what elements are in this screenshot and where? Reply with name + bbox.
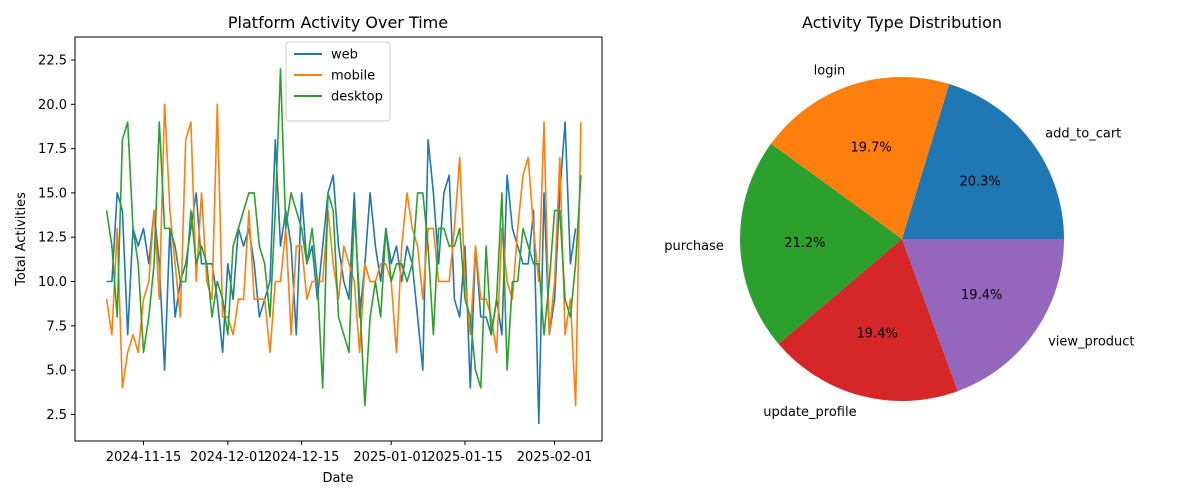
x-tick-label: 2024-12-15 (264, 450, 340, 465)
legend-label-mobile: mobile (331, 69, 375, 84)
legend-label-desktop: desktop (331, 90, 383, 105)
y-tick-label: 7.5 (46, 319, 67, 334)
pie-category-label: add_to_cart (1045, 126, 1121, 141)
pie-category-label: update_profile (763, 405, 856, 420)
y-tick-label: 5.0 (46, 364, 67, 379)
y-tick-label: 10.0 (38, 275, 67, 290)
line-chart-plot-area (105, 68, 582, 425)
pie-chart: Activity Type Distribution 20.3% add_to_c… (664, 13, 1134, 420)
legend-box (285, 41, 391, 122)
legend: web mobile desktop (285, 41, 391, 122)
y-tick-label: 15.0 (38, 186, 67, 201)
pie-pct-label: 21.2% (784, 236, 825, 251)
x-axis-label: Date (322, 471, 353, 486)
pie-slice-login (770, 76, 950, 239)
pie-category-label: purchase (664, 239, 724, 254)
pie-category-label: login (814, 64, 846, 79)
y-tick-label: 22.5 (38, 54, 67, 69)
y-axis-ticks: 2.5 5.0 7.5 10.0 12.5 15.0 17.5 20.0 22.5 (38, 54, 75, 423)
pie-slice-add_to_cart (902, 84, 1064, 239)
y-axis-label: Total Activities (14, 192, 29, 287)
x-tick-label: 2024-11-15 (106, 450, 182, 465)
pie-slice-update_profile (778, 239, 958, 401)
pie-category-label: view_product (1048, 335, 1134, 350)
pie-slices (740, 76, 1064, 401)
series-line-desktop (105, 68, 582, 407)
pie-pct-label: 19.4% (857, 327, 898, 342)
line-chart: Platform Activity Over Time 2024-11-15 20… (14, 13, 603, 486)
x-tick-label: 2024-12-01 (190, 450, 266, 465)
y-tick-label: 2.5 (46, 408, 67, 423)
pie-pct-label: 19.7% (850, 140, 891, 155)
line-chart-title: Platform Activity Over Time (228, 13, 448, 32)
y-tick-label: 17.5 (38, 142, 67, 157)
x-tick-label: 2025-02-01 (517, 450, 593, 465)
series-line-web (106, 121, 577, 425)
y-tick-label: 12.5 (38, 231, 67, 246)
pie-pct-label: 20.3% (959, 175, 1000, 190)
x-tick-label: 2025-01-01 (353, 450, 429, 465)
legend-label-web: web (331, 48, 358, 63)
pie-labels: 20.3% add_to_cart 19.7% login 21.2% purchase 1… (664, 64, 1134, 420)
series-line-mobile (105, 103, 582, 407)
pie-slice-view_product (902, 239, 1064, 392)
pie-pct-label: 19.4% (961, 288, 1002, 303)
pie-chart-title: Activity Type Distribution (802, 13, 1002, 32)
pie-slice-purchase (740, 143, 902, 344)
y-tick-label: 20.0 (38, 98, 67, 113)
line-chart-frame (74, 36, 603, 442)
x-tick-label: 2025-01-15 (427, 450, 503, 465)
